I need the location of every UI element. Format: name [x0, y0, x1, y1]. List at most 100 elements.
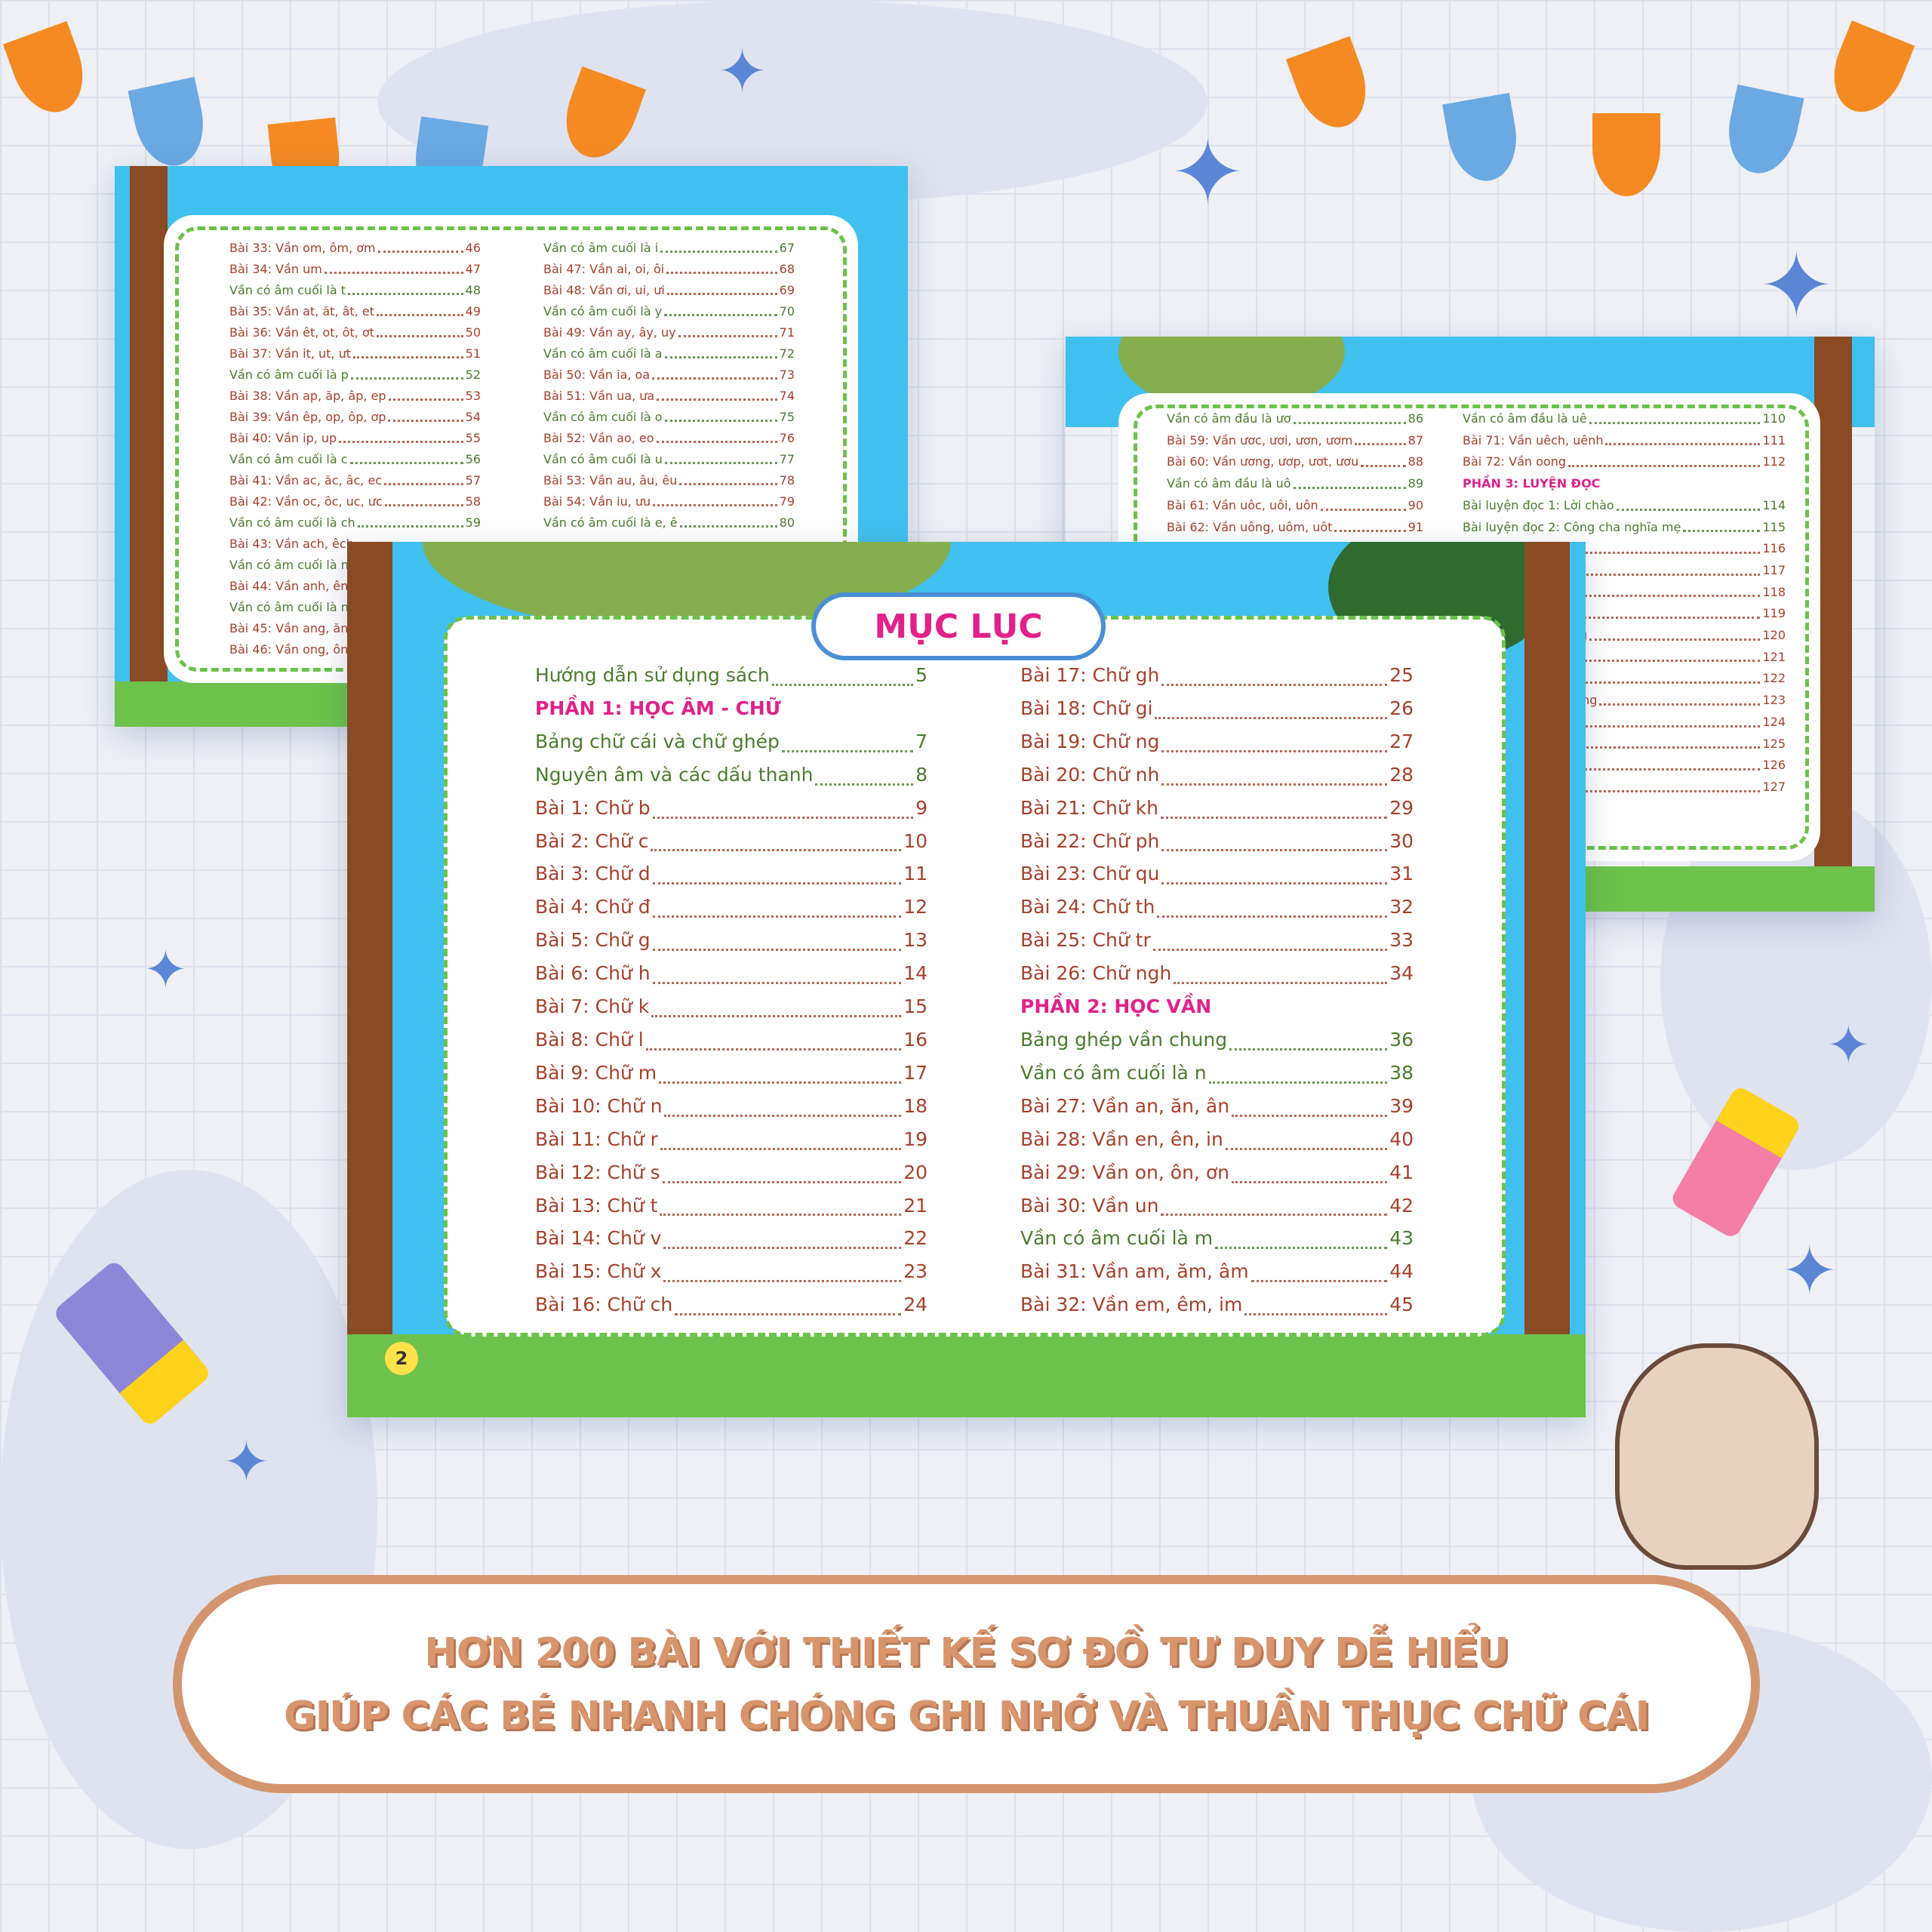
dot-leader — [664, 420, 777, 422]
toc-entry-title: Bài 21: Chữ kh — [1020, 796, 1158, 819]
sparkle-icon: ✦ — [223, 1429, 270, 1495]
toc-entry-title: Bài 62: Vần uông, uôm, uôt — [1167, 519, 1333, 534]
toc-entry-page: 67 — [779, 241, 795, 255]
toc-entry-page: 8 — [915, 763, 928, 786]
toc-entry: Bài 5: Chữ g 13 — [535, 924, 928, 957]
toc-entry: Vần có âm cuối là c 56 — [229, 449, 481, 470]
dot-leader — [678, 335, 777, 337]
toc-entry-page: 119 — [1762, 606, 1786, 621]
banner-line-2: GIÚP CÁC BÉ NHANH CHÓNG GHI NHỚ VÀ THUẦN… — [284, 1693, 1650, 1739]
toc-entry-title: Vần có âm cuối là n — [1020, 1061, 1207, 1084]
toc-entry-title: Bài 43: Vần ach, êch — [229, 537, 354, 551]
toc-entry-page: 120 — [1762, 628, 1786, 643]
toc-entry-page: 54 — [465, 410, 481, 424]
dot-leader — [1529, 595, 1761, 598]
toc-entry-page: 21 — [903, 1194, 928, 1217]
dot-leader — [659, 1081, 902, 1084]
toc-entry-title: Bảng ghép vần chung — [1020, 1028, 1228, 1051]
toc-entry: Vần có âm đầu là uê 110 — [1463, 408, 1786, 430]
toc-entry-title: Bài 59: Vần ươc, ươi, ươn, ươm — [1167, 432, 1353, 448]
toc-entry-title: Bài 50: Vần ia, oa — [543, 368, 651, 382]
toc-entry: Bảng ghép vần chung 36 — [1020, 1023, 1414, 1057]
toc-entry: Bài 59: Vần ươc, ươi, ươn, ươm 87 — [1167, 430, 1423, 452]
dot-leader — [679, 483, 777, 485]
dot-leader — [656, 441, 777, 443]
toc-entry: Bài 22: Chữ ph 30 — [1020, 825, 1414, 858]
book-page-main: Hướng dẫn sử dụng sách 5 PHẦN 1: HỌC ÂM - … — [347, 542, 1586, 1417]
toc-entry-page: 39 — [1389, 1094, 1414, 1117]
toc-entry: Vần có âm cuối là e, ê 80 — [543, 512, 795, 534]
toc-entry: Bảng chữ cái và chữ ghép 7 — [535, 725, 928, 758]
toc-entry-page: 7 — [915, 730, 928, 752]
toc-entry: Bài 52: Vần ao, eo 76 — [543, 428, 795, 449]
toc-entry: Vần có âm đầu là uô 89 — [1167, 473, 1423, 495]
dot-leader — [652, 915, 902, 918]
toc-entry: Bài 13: Chữ t 21 — [535, 1189, 928, 1223]
toc-title: MỤC LỤC — [811, 592, 1106, 660]
toc-entry: Bài 36: Vần êt, ot, ôt, ơt 50 — [229, 322, 481, 343]
toc-entry-page: 51 — [465, 346, 481, 361]
dot-leader — [1152, 949, 1388, 952]
dot-leader — [652, 882, 902, 885]
toc-entry: Bài 16: Chữ ch 24 — [535, 1288, 928, 1321]
toc-entry-title: Nguyên âm và các dấu thanh — [535, 763, 814, 786]
toc-entry-title: Vần có âm đầu là uô — [1167, 476, 1291, 491]
toc-entry: Vần có âm cuối là ch 59 — [229, 512, 481, 534]
toc-entry-title: Vần có âm đầu là uê — [1463, 411, 1587, 426]
toc-entry-title: Vần có âm cuối là y — [543, 304, 663, 318]
dot-leader — [1160, 816, 1388, 819]
dot-leader — [348, 293, 463, 295]
toc-entry-page: 57 — [465, 473, 481, 488]
toc-entry-page: 43 — [1389, 1227, 1414, 1250]
toc-entry-page: 56 — [465, 452, 481, 466]
toc-entry-page: 47 — [465, 262, 481, 276]
toc-entry-title: Bài 26: Chữ ngh — [1020, 962, 1172, 985]
toc-entry: Bài 10: Chữ n 18 — [535, 1090, 928, 1123]
toc-entry-page: 75 — [779, 410, 795, 424]
dot-leader — [377, 251, 463, 253]
toc-entry-page: 73 — [779, 368, 795, 382]
toc-paper — [444, 616, 1506, 1337]
toc-entry: Bài 71: Vần uêch, uênh 111 — [1463, 430, 1786, 452]
toc-entry: Bài 53: Vần au, âu, êu 78 — [543, 470, 795, 491]
toc-entry: Bài 33: Vần om, ôm, ơm 46 — [229, 238, 481, 259]
toc-entry: Bài 41: Vần ac, ăc, âc, ec 57 — [229, 470, 481, 491]
bunting-flag — [1592, 113, 1660, 196]
dot-leader — [357, 525, 463, 528]
toc-entry-page: 72 — [779, 346, 795, 361]
dot-leader — [1572, 551, 1761, 554]
toc-entry-page: 124 — [1762, 714, 1786, 729]
toc-entry-title: Hướng dẫn sử dụng sách — [535, 664, 770, 686]
toc-entry-title: Bài 13: Chữ t — [535, 1194, 658, 1217]
toc-entry-title: Bài 10: Chữ n — [535, 1094, 663, 1117]
toc-entry-page: 16 — [903, 1028, 928, 1051]
dot-leader — [1320, 508, 1406, 511]
toc-entry-title: Bài 19: Chữ ng — [1020, 730, 1160, 752]
toc-entry: Bài 18: Chữ gi 26 — [1020, 692, 1414, 725]
toc-entry: Bài 4: Chữ đ 12 — [535, 891, 928, 924]
toc-entry: Bài 9: Chữ m 17 — [535, 1057, 928, 1090]
dot-leader — [645, 1048, 902, 1051]
dot-leader — [1599, 703, 1761, 706]
banner-line-1: HƠN 200 BÀI VỚI THIẾT KẾ SƠ ĐỒ TƯ DUY DỄ… — [424, 1629, 1509, 1675]
dot-leader — [1561, 660, 1761, 663]
toc-entry: Bài 1: Chữ b 9 — [535, 792, 928, 825]
toc-entry-title: Vần có âm cuối là o — [543, 410, 663, 424]
toc-entry-title: Bài 71: Vần uêch, uênh — [1463, 432, 1604, 448]
toc-entry-title: Vần có âm cuối là m — [1020, 1227, 1214, 1250]
toc-entry: Bài luyện đọc 1: Lời chào 114 — [1463, 495, 1786, 517]
toc-entry-page: 38 — [1389, 1061, 1414, 1084]
toc-entry-page: 24 — [903, 1294, 928, 1316]
toc-entry-title: Bài 45: Vần ang, ăn — [229, 621, 349, 635]
toc-entry: Vần có âm đầu là ươ 86 — [1167, 408, 1423, 430]
toc-entry-title: Bài 8: Chữ l — [535, 1028, 644, 1051]
toc-entry-title: Bài 33: Vần om, ôm, ơm — [229, 241, 376, 255]
toc-entry: Bài 20: Chữ nh 28 — [1020, 758, 1414, 792]
dot-leader — [652, 982, 902, 985]
dot-leader — [1361, 465, 1406, 468]
toc-entry-title: Vần có âm cuối là n — [229, 558, 349, 572]
sparkle-icon: ✦ — [1170, 121, 1246, 226]
toc-entry-title: Bài 32: Vần em, êm, im — [1020, 1294, 1243, 1316]
toc-entry-page: 11 — [903, 863, 928, 885]
toc-entry-title: Bài luyện đọc 2: Công cha nghĩa mẹ — [1463, 519, 1681, 534]
